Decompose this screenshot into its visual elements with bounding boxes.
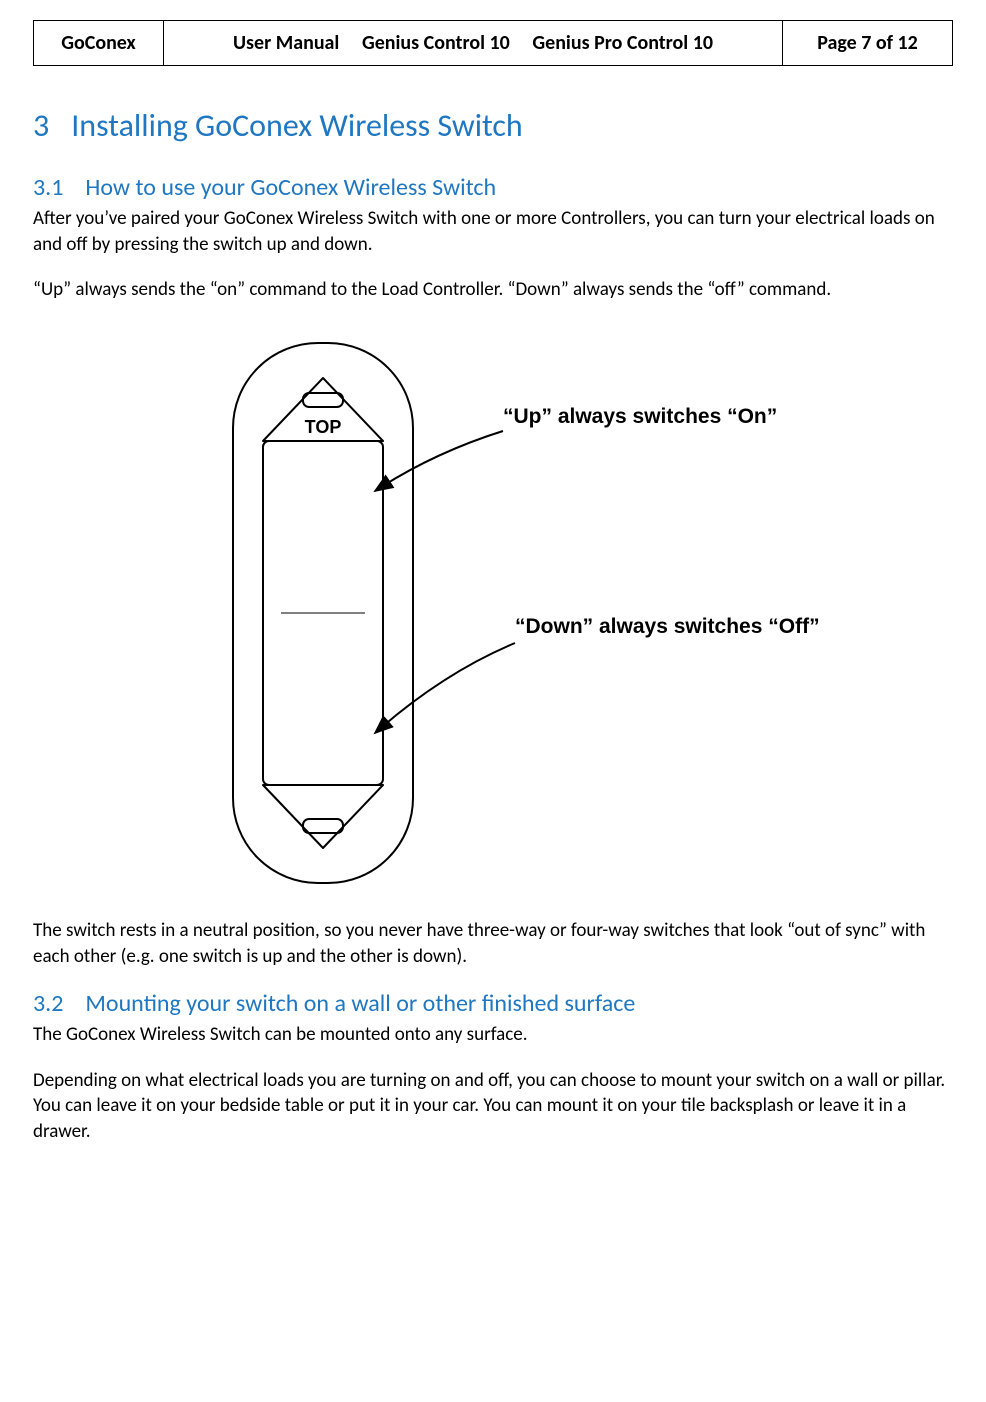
sub1-paragraph-3: The switch rests in a neutral position, … (33, 918, 953, 969)
callout-up-arrow (375, 431, 503, 491)
subsection-3.2-title: Mounting your switch on a wall or other … (85, 989, 635, 1018)
switch-diagram: TOP “Up” always switches “On” “Down” alw… (33, 323, 986, 918)
section-heading: 3 Installing GoConex Wireless Switch (33, 106, 953, 145)
switch-top-slot (303, 393, 343, 407)
subsection-3.1-heading: 3.1 How to use your GoConex Wireless Swit… (33, 173, 953, 202)
section-number: 3 (33, 106, 49, 145)
sub1-paragraph-2: “Up” always sends the “on” command to th… (33, 277, 953, 303)
page-header-table: GoConex User Manual Genius Control 10 Ge… (33, 20, 953, 66)
callout-down-text: “Down” always switches “Off” (515, 615, 820, 638)
section-title: Installing GoConex Wireless Switch (71, 106, 523, 145)
switch-bottom-slot (303, 819, 343, 833)
switch-top-label: TOP (305, 417, 342, 437)
sub1-paragraph-1: After you’ve paired your GoConex Wireles… (33, 206, 953, 257)
header-title: User Manual Genius Control 10 Genius Pro… (164, 21, 783, 66)
header-brand: GoConex (34, 21, 164, 66)
switch-diagram-svg: TOP “Up” always switches “On” “Down” alw… (203, 333, 843, 893)
sub2-paragraph-1: The GoConex Wireless Switch can be mount… (33, 1022, 953, 1048)
header-page: Page 7 of 12 (783, 21, 953, 66)
switch-bottom-triangle (263, 785, 383, 848)
page-content: 3 Installing GoConex Wireless Switch 3.1 H… (13, 106, 973, 1145)
subsection-3.1-number: 3.1 (33, 173, 63, 202)
sub2-paragraph-2: Depending on what electrical loads you a… (33, 1068, 953, 1145)
callout-up-text: “Up” always switches “On” (503, 405, 777, 428)
subsection-3.1-title: How to use your GoConex Wireless Switch (85, 173, 496, 202)
callout-down-arrow (375, 643, 515, 733)
subsection-3.2-number: 3.2 (33, 989, 63, 1018)
subsection-3.2-heading: 3.2 Mounting your switch on a wall or oth… (33, 989, 953, 1018)
